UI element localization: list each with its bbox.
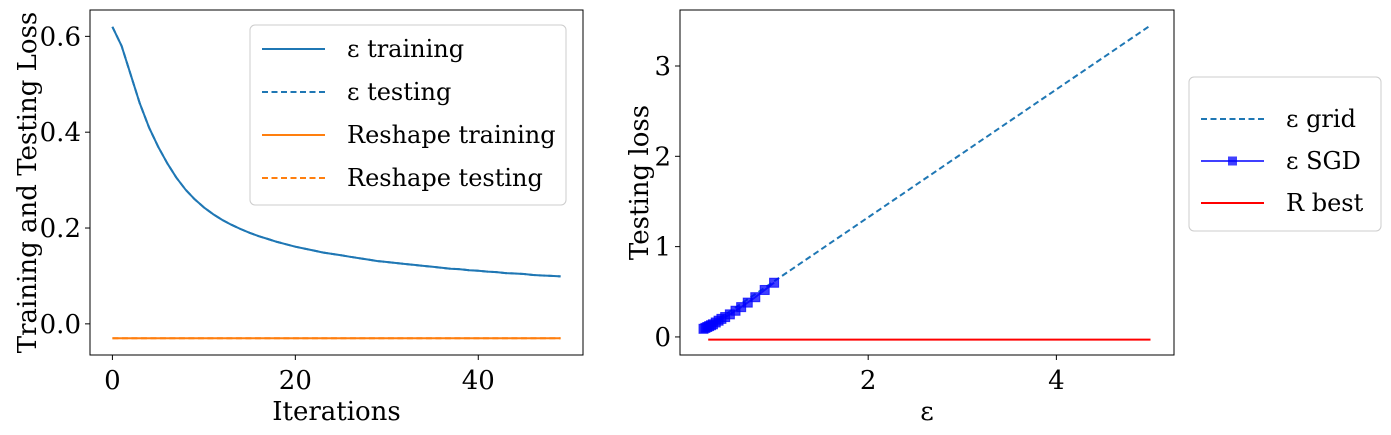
left-xtick-label: 20 [279,366,312,396]
left-series-epsilon-testing [111,26,561,278]
right-chart: 2 4 0 1 2 3 ε Testing loss [625,9,1175,427]
left-axes-frame [89,9,584,356]
right-legend-marker [1228,156,1237,166]
right-legend: ε grid ε SGD R best [1188,76,1382,232]
left-xlabel: Iterations [272,397,401,427]
right-marker-epsilon-sgd [750,292,761,303]
right-xtick-label: 2 [860,366,877,396]
left-chart: 0 20 40 0.0 0.2 0.4 0.6 Iterations Training and … [13,9,584,427]
right-ytick-label: 1 [654,233,671,263]
right-ytick-label: 2 [654,142,671,172]
left-legend-box [249,24,567,206]
left-xtick-label: 0 [104,366,121,396]
left-ytick-label: 0.0 [40,310,81,340]
left-ytick-label: 0.2 [40,214,81,244]
left-legend-label-epsilon-training: ε training [347,35,464,63]
left-legend-label-epsilon-testing: ε testing [347,78,451,106]
right-xlabel: ε [920,397,933,427]
left-ytick-label: 0.4 [40,118,81,148]
left-legend: ε training ε testing Reshape training Resha… [249,24,567,206]
left-ytick-label: 0.6 [40,22,81,52]
left-ylabel: Training and Testing Loss [13,12,43,354]
right-axes-frame [679,9,1175,356]
right-xtick-label: 4 [1048,366,1065,396]
right-legend-label-epsilon-sgd: ε SGD [1286,147,1361,175]
right-legend-label-epsilon-grid: ε grid [1286,105,1356,133]
left-xtick-label: 40 [462,366,495,396]
right-marker-epsilon-sgd [742,297,753,308]
right-marker-epsilon-sgd [769,277,780,288]
left-legend-label-reshape-testing: Reshape testing [347,164,543,192]
right-marker-epsilon-sgd [759,284,770,295]
right-legend-box [1188,76,1382,232]
right-ytick-label: 3 [654,52,671,82]
right-ytick-label: 0 [654,323,671,353]
right-legend-label-r-best: R best [1286,189,1364,217]
right-ylabel: Testing loss [625,105,655,260]
left-legend-label-reshape-training: Reshape training [347,121,556,149]
